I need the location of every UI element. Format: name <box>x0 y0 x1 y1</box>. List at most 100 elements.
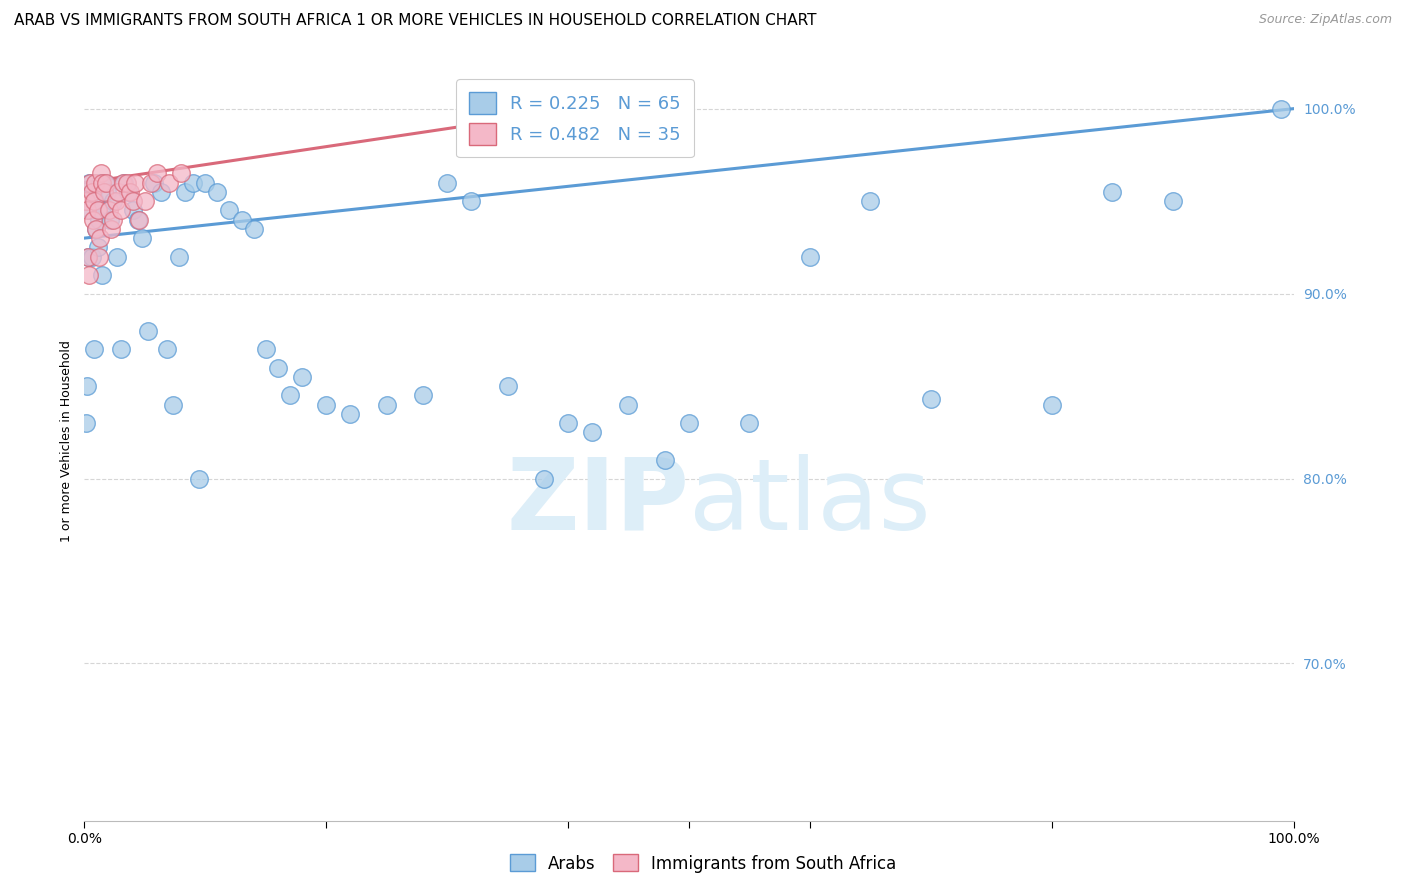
Point <box>139 176 162 190</box>
Point <box>77 268 100 282</box>
Point <box>100 222 122 236</box>
Point <box>128 212 150 227</box>
Point <box>79 203 101 218</box>
Point <box>188 471 211 485</box>
Text: atlas: atlas <box>689 454 931 550</box>
Point <box>80 250 103 264</box>
Point <box>157 176 180 190</box>
Point <box>76 203 98 218</box>
Point <box>138 324 160 338</box>
Point <box>375 398 398 412</box>
Point <box>75 416 97 430</box>
Point <box>112 176 135 190</box>
Point <box>170 166 193 180</box>
Point <box>107 185 129 199</box>
Point <box>96 185 118 199</box>
Point <box>738 416 761 430</box>
Point <box>75 194 97 208</box>
Point <box>90 203 112 218</box>
Point <box>1101 185 1123 199</box>
Point <box>254 342 277 356</box>
Point <box>103 212 125 227</box>
Point <box>920 392 942 406</box>
Point <box>76 379 98 393</box>
Point <box>86 203 108 218</box>
Point <box>149 185 172 199</box>
Point <box>87 250 110 264</box>
Point <box>82 185 104 199</box>
Point <box>218 203 240 218</box>
Point <box>155 342 177 356</box>
Point <box>339 407 361 421</box>
Point <box>121 203 143 218</box>
Point <box>86 222 108 236</box>
Point <box>89 231 111 245</box>
Legend: Arabs, Immigrants from South Africa: Arabs, Immigrants from South Africa <box>503 847 903 880</box>
Point <box>167 250 190 264</box>
Point <box>82 212 104 227</box>
Point <box>91 268 114 282</box>
Point <box>617 398 640 412</box>
Point <box>124 176 146 190</box>
Point <box>83 194 105 208</box>
Y-axis label: 1 or more Vehicles in Household: 1 or more Vehicles in Household <box>60 341 73 542</box>
Point <box>1040 398 1063 412</box>
Point <box>315 398 337 412</box>
Point <box>242 222 264 236</box>
Point <box>412 388 434 402</box>
Point <box>120 185 142 199</box>
Point <box>194 176 217 190</box>
Point <box>83 342 105 356</box>
Point <box>84 176 107 190</box>
Text: ARAB VS IMMIGRANTS FROM SOUTH AFRICA 1 OR MORE VEHICLES IN HOUSEHOLD CORRELATION: ARAB VS IMMIGRANTS FROM SOUTH AFRICA 1 O… <box>14 13 817 29</box>
Point <box>98 212 121 227</box>
Point <box>115 176 138 190</box>
Point <box>77 176 100 190</box>
Text: Source: ZipAtlas.com: Source: ZipAtlas.com <box>1258 13 1392 27</box>
Point <box>231 212 253 227</box>
Point <box>859 194 882 208</box>
Point <box>162 398 184 412</box>
Point <box>278 388 301 402</box>
Point <box>103 194 125 208</box>
Point <box>131 231 153 245</box>
Point <box>86 222 108 236</box>
Text: ZIP: ZIP <box>506 454 689 550</box>
Point <box>678 416 700 430</box>
Point <box>110 342 132 356</box>
Point <box>90 166 112 180</box>
Point <box>460 194 482 208</box>
Point <box>94 176 117 190</box>
Point <box>105 250 128 264</box>
Point <box>173 185 195 199</box>
Point <box>496 102 519 116</box>
Point <box>143 176 166 190</box>
Point <box>533 471 555 485</box>
Point <box>1270 102 1292 116</box>
Point <box>134 194 156 208</box>
Point <box>80 185 103 199</box>
Point <box>112 176 135 190</box>
Point <box>86 240 108 254</box>
Point <box>436 176 458 190</box>
Point <box>97 203 120 218</box>
Point <box>93 185 115 199</box>
Point <box>84 194 107 208</box>
Point <box>117 185 139 199</box>
Legend: R = 0.225   N = 65, R = 0.482   N = 35: R = 0.225 N = 65, R = 0.482 N = 35 <box>456 79 693 157</box>
Point <box>291 369 314 384</box>
Point <box>127 212 149 227</box>
Point <box>146 166 169 180</box>
Point <box>110 203 132 218</box>
Point <box>581 425 603 440</box>
Point <box>91 176 114 190</box>
Point <box>557 416 579 430</box>
Point <box>77 250 100 264</box>
Point <box>207 185 229 199</box>
Point <box>121 194 143 208</box>
Point <box>267 360 290 375</box>
Point <box>79 176 101 190</box>
Point <box>181 176 204 190</box>
Point <box>87 212 110 227</box>
Point <box>496 379 519 393</box>
